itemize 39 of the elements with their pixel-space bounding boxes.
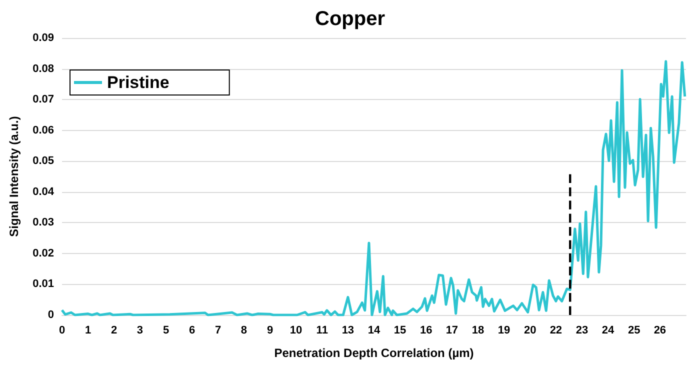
x-tick-label: 23 (576, 324, 588, 336)
y-tick-label: 0.03 (32, 216, 54, 229)
x-tick-label: 0 (58, 324, 66, 336)
x-tick-label: 25 (628, 324, 640, 336)
x-tick-label: 17 (446, 324, 458, 336)
x-tick-label: 16 (420, 324, 432, 336)
line-series (60, 60, 686, 316)
x-tick-label: 6 (188, 324, 196, 336)
x-tick-label: 15 (394, 324, 406, 336)
x-tick-label: 13 (342, 324, 354, 336)
y-tick-label: 0.01 (32, 278, 54, 290)
x-tick-label: 7 (215, 324, 222, 336)
x-tick-label: 8 (240, 324, 248, 336)
y-axis-title: Signal Intensity (a.u.) (7, 116, 21, 237)
x-tick-label: 10 (290, 324, 302, 336)
x-tick-label: 20 (524, 324, 536, 336)
x-tick-label: 5 (162, 324, 170, 336)
x-tick-label: 11 (316, 324, 328, 336)
x-axis-title: Penetration Depth Correlation (µm) (274, 346, 474, 360)
y-tick-label: 0.05 (32, 155, 54, 168)
x-tick-label: 3 (136, 324, 144, 336)
x-tick-label: 9 (266, 324, 274, 336)
y-tick-label: 0.09 (32, 32, 54, 44)
x-tick-label: 24 (602, 324, 616, 336)
x-tick-label: 1 (84, 324, 92, 336)
x-tick-label: 14 (368, 324, 381, 336)
x-tick-label: 2 (111, 324, 118, 336)
y-tick-label: 0.08 (32, 62, 54, 75)
x-tick-label: 18 (472, 324, 484, 336)
y-tick-label: 0 (48, 309, 54, 321)
y-tick-label: 0.06 (32, 124, 54, 136)
x-tick-label: 19 (498, 324, 510, 336)
y-tick-label: 0.07 (32, 94, 54, 106)
y-tick-label: 0.02 (32, 247, 54, 260)
chart-title: Copper (315, 8, 386, 30)
x-tick-label: 26 (654, 324, 666, 336)
y-tick-label: 0.04 (32, 186, 55, 198)
legend-label: Pristine (107, 73, 170, 92)
x-tick-label: 22 (550, 324, 562, 336)
